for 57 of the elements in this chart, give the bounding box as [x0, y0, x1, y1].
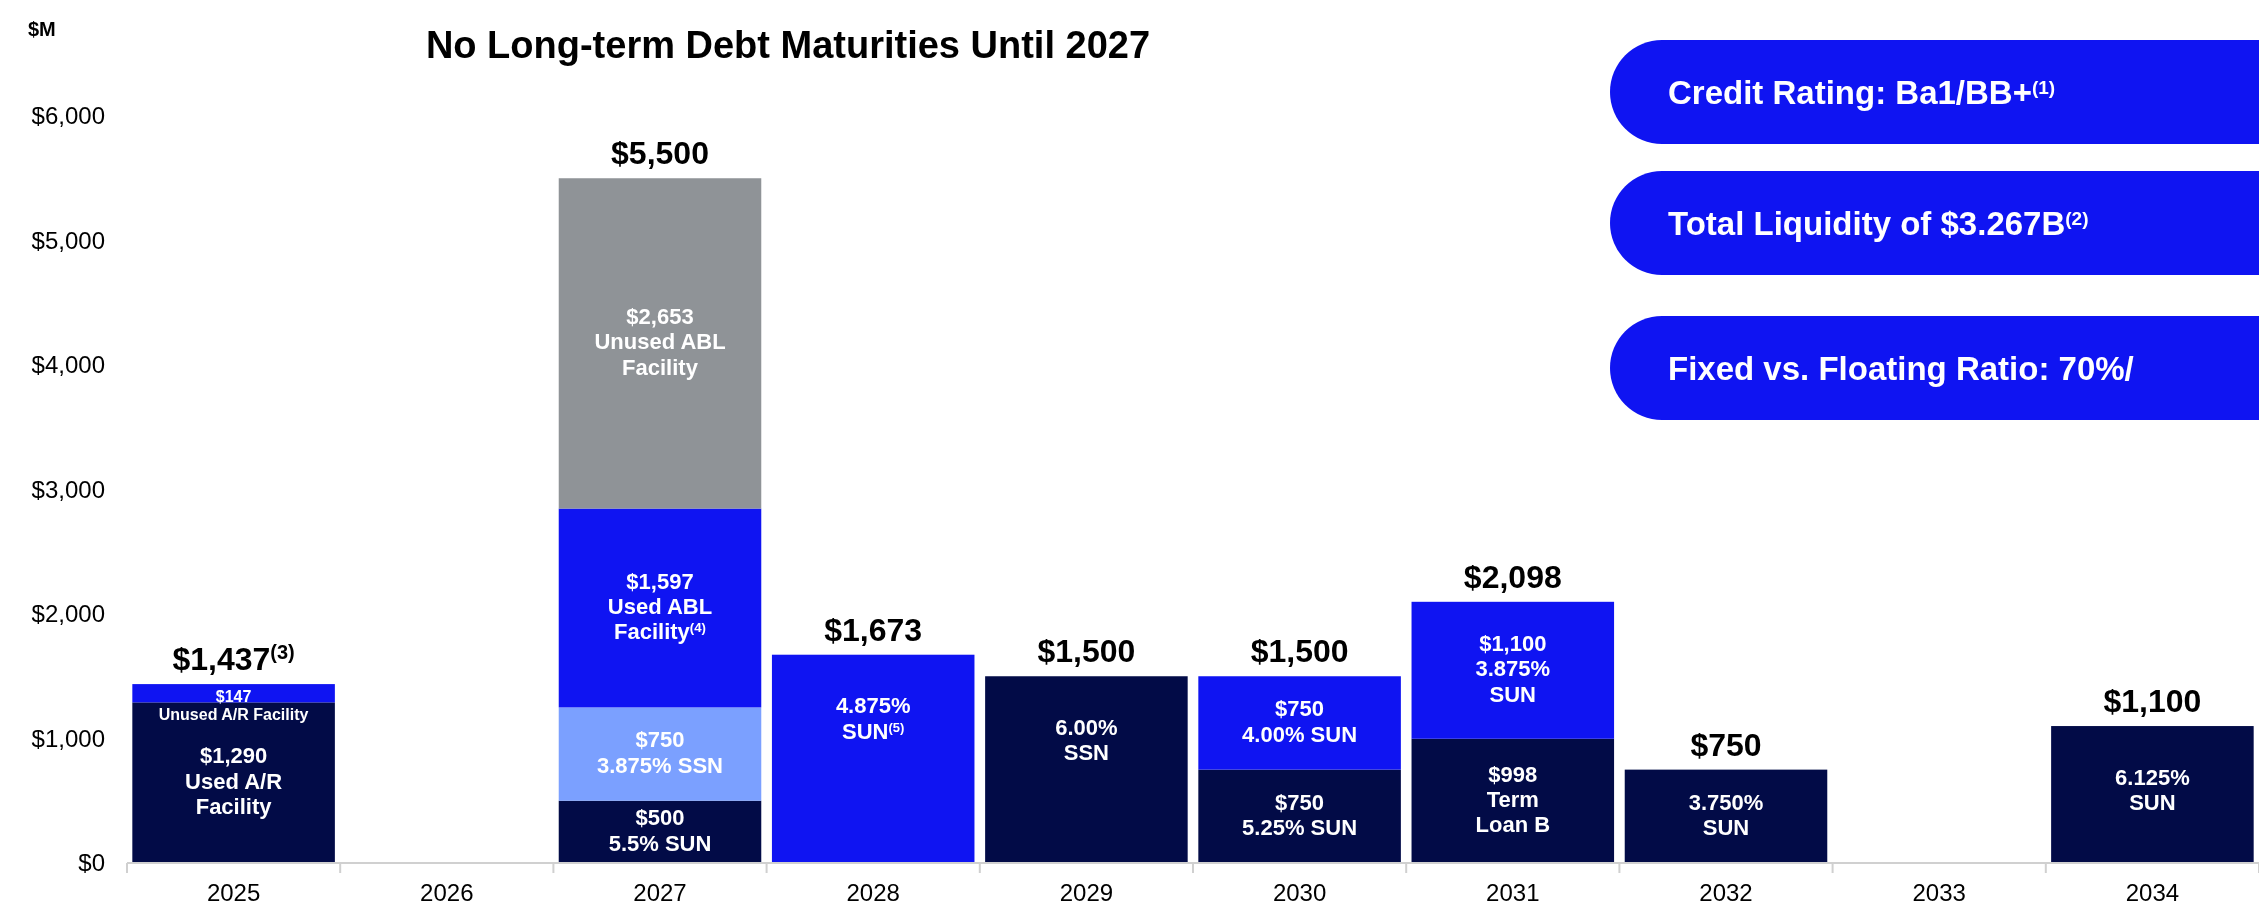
- y-tick-label: $5,000: [31, 226, 105, 254]
- x-tick-label: 2031: [1486, 879, 1540, 906]
- data-label: $1,100 3.875% SUN: [1475, 631, 1551, 707]
- data-label: $1,290 Used A/R Facility: [185, 743, 283, 820]
- bar: [132, 702, 335, 863]
- data-label: $750 5.25% SUN: [1242, 789, 1358, 841]
- annotation: 4.875% SUN$^{(5)}$: [835, 693, 911, 744]
- bar: [1624, 769, 1828, 863]
- y-tick-label: $4,000: [31, 351, 105, 378]
- data-label: $750 4.00% SUN: [1242, 696, 1358, 747]
- total-label: $1,673: [824, 611, 923, 648]
- text: Credit Rating: Ba1/BB+$^{(1)}$: [1668, 74, 2056, 111]
- bar: [1198, 676, 1401, 770]
- total-label: $1,437$^{(3)}$: [172, 641, 295, 678]
- total-label: $1,500: [1250, 633, 1349, 670]
- x-tick-label: 2027: [633, 879, 687, 906]
- total-label: $2,098: [1463, 558, 1562, 595]
- x-tick-label: 2025: [206, 879, 261, 906]
- bar: [2051, 726, 2254, 863]
- data-label: $500 5.5% SUN: [608, 805, 712, 856]
- x-tick-label: 2034: [2125, 879, 2180, 906]
- bar: [558, 178, 762, 509]
- annotation: 3.750% SUN: [1688, 790, 1764, 841]
- bar: [771, 654, 975, 863]
- y-tick-label: $3,000: [31, 475, 105, 503]
- bar: [1411, 601, 1615, 739]
- data-label: $998 Term Loan B: [1475, 761, 1551, 838]
- y-axis-title: $M: [28, 18, 56, 40]
- bar: [132, 684, 335, 703]
- total-label: $1,500: [1037, 633, 1136, 670]
- annotation: 6.00% SSN: [1055, 714, 1118, 766]
- y-tick-label: $2,000: [31, 600, 105, 627]
- y-tick-label: $0: [78, 849, 105, 876]
- bar: [558, 508, 762, 708]
- total-label: $750: [1690, 726, 1762, 763]
- y-tick-label: $6,000: [31, 102, 105, 129]
- bar: [1198, 769, 1401, 863]
- data-label: $750 3.875% SSN: [597, 727, 723, 778]
- x-tick-label: 2032: [1699, 879, 1753, 906]
- data-label: $1,597 Used ABL Facility$^{(4)}$: [607, 568, 713, 645]
- chart-title: No Long-term Debt Maturities Until 2027: [425, 24, 1151, 66]
- bar: [1411, 738, 1615, 863]
- data-label: $147 Unused A/R Facility: [158, 688, 309, 724]
- bar: [558, 707, 762, 801]
- y-tick-label: $1,000: [31, 724, 105, 752]
- total-label: $5,500: [611, 135, 709, 172]
- x-tick-label: 2033: [1912, 879, 1966, 906]
- x-tick-label: 2028: [846, 879, 900, 906]
- x-tick-label: 2030: [1272, 879, 1327, 906]
- annotation: Total Liquidity of $3.267B$^{(2)}$: [1668, 205, 2089, 242]
- total-label: $1,100: [2103, 683, 2202, 720]
- x-tick-label: 2026: [420, 879, 474, 906]
- annotation: Fixed vs. Floating Ratio: 70%/: [1668, 350, 2134, 387]
- bar: [985, 676, 1188, 863]
- annotation: 6.125% SUN: [2115, 764, 2190, 816]
- x-tick-label: 2029: [1059, 879, 1114, 906]
- data-label: $2,653 Unused ABL Facility: [594, 304, 726, 380]
